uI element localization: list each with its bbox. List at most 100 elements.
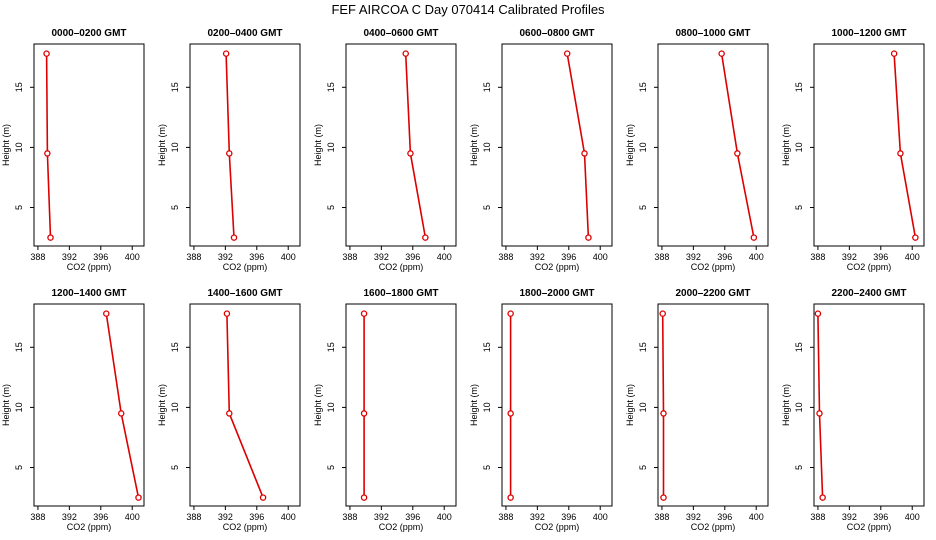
x-tick-label: 392 — [374, 512, 389, 522]
panel-title: 1800–2000 GMT — [519, 288, 594, 299]
x-tick-label: 400 — [281, 252, 296, 262]
data-point — [403, 51, 408, 56]
y-tick-label: 10 — [170, 402, 180, 412]
y-axis-label: Height (m) — [1, 124, 11, 166]
x-tick-label: 396 — [249, 512, 264, 522]
x-tick-label: 400 — [437, 252, 452, 262]
x-tick-label: 392 — [218, 252, 233, 262]
x-axis-label: CO2 (ppm) — [67, 522, 112, 532]
plot-frame — [34, 44, 144, 246]
y-tick-label: 10 — [326, 402, 336, 412]
panel-title: 0800–1000 GMT — [675, 28, 750, 39]
x-tick-label: 400 — [749, 512, 764, 522]
x-tick-label: 392 — [62, 252, 77, 262]
x-tick-label: 388 — [498, 512, 513, 522]
y-tick-label: 10 — [170, 142, 180, 152]
x-tick-label: 400 — [905, 512, 920, 522]
x-axis-label: CO2 (ppm) — [847, 262, 892, 272]
profile-panel: 1400–1600 GMT 388 392 396 400 CO2 (ppm) 5 10 15 H… — [157, 288, 300, 532]
y-tick-label: 10 — [14, 142, 24, 152]
x-axis-label: CO2 (ppm) — [379, 262, 424, 272]
profile-panel: 1000–1200 GMT 388 392 396 400 CO2 (ppm) 5 10 15 H… — [781, 28, 924, 272]
y-tick-label: 5 — [794, 205, 804, 210]
plot-frame — [346, 44, 456, 246]
profile-line — [894, 54, 915, 238]
y-axis-label: Height (m) — [781, 124, 791, 166]
data-point — [508, 411, 513, 416]
data-point — [361, 495, 366, 500]
y-axis-label: Height (m) — [781, 384, 791, 426]
data-point — [586, 235, 591, 240]
x-tick-label: 396 — [405, 252, 420, 262]
x-tick-label: 388 — [342, 512, 357, 522]
y-axis-label: Height (m) — [625, 384, 635, 426]
y-tick-label: 5 — [326, 205, 336, 210]
profile-panel: 1200–1400 GMT 388 392 396 400 CO2 (ppm) 5 10 15 H… — [1, 288, 144, 532]
y-tick-label: 15 — [14, 342, 24, 352]
y-tick-label: 10 — [794, 402, 804, 412]
data-point — [660, 311, 665, 316]
data-point — [45, 151, 50, 156]
x-axis-label: CO2 (ppm) — [535, 522, 580, 532]
data-point — [661, 495, 666, 500]
data-point — [408, 151, 413, 156]
y-tick-label: 10 — [482, 142, 492, 152]
y-tick-label: 10 — [482, 402, 492, 412]
y-tick-label: 5 — [482, 465, 492, 470]
data-point — [119, 411, 124, 416]
y-tick-label: 15 — [794, 82, 804, 92]
y-axis-label: Height (m) — [313, 124, 323, 166]
x-tick-label: 396 — [873, 512, 888, 522]
profile-line — [47, 54, 51, 238]
x-tick-label: 396 — [717, 252, 732, 262]
data-point — [735, 151, 740, 156]
y-tick-label: 10 — [326, 142, 336, 152]
y-tick-label: 10 — [638, 142, 648, 152]
plot-frame — [658, 44, 768, 246]
data-point — [565, 51, 570, 56]
data-point — [227, 411, 232, 416]
y-tick-label: 10 — [638, 402, 648, 412]
data-point — [104, 311, 109, 316]
profile-panel: 1800–2000 GMT 388 392 396 400 CO2 (ppm) 5 10 15 H… — [469, 288, 612, 532]
data-point — [508, 311, 513, 316]
data-point — [44, 51, 49, 56]
y-axis-label: Height (m) — [625, 124, 635, 166]
data-point — [719, 51, 724, 56]
y-axis-label: Height (m) — [157, 124, 167, 166]
y-tick-label: 15 — [326, 82, 336, 92]
y-tick-label: 15 — [170, 342, 180, 352]
panel-title: 0400–0600 GMT — [363, 28, 438, 39]
x-axis-label: CO2 (ppm) — [379, 522, 424, 532]
plot-frame — [190, 44, 300, 246]
y-tick-label: 15 — [794, 342, 804, 352]
plot-frame — [502, 304, 612, 506]
figure: FEF AIRCOA C Day 070414 Calibrated Profi… — [0, 0, 936, 540]
panels-group: 0000–0200 GMT 388 392 396 400 CO2 (ppm) 5 10 15 H… — [1, 28, 924, 532]
profile-panel: 2200–2400 GMT 388 392 396 400 CO2 (ppm) 5 10 15 H… — [781, 288, 924, 532]
y-tick-label: 5 — [794, 465, 804, 470]
profile-panel: 0000–0200 GMT 388 392 396 400 CO2 (ppm) 5 10 15 H… — [1, 28, 144, 272]
plot-frame — [34, 304, 144, 506]
x-tick-label: 388 — [498, 252, 513, 262]
x-tick-label: 388 — [654, 512, 669, 522]
plot-frame — [502, 44, 612, 246]
x-axis-label: CO2 (ppm) — [691, 522, 736, 532]
x-tick-label: 392 — [842, 252, 857, 262]
profile-panel: 2000–2200 GMT 388 392 396 400 CO2 (ppm) 5 10 15 H… — [625, 288, 768, 532]
x-axis-label: CO2 (ppm) — [847, 522, 892, 532]
y-tick-label: 10 — [14, 402, 24, 412]
data-point — [898, 151, 903, 156]
panel-title: 1200–1400 GMT — [51, 288, 126, 299]
data-point — [817, 411, 822, 416]
y-tick-label: 15 — [482, 342, 492, 352]
x-tick-label: 400 — [749, 252, 764, 262]
data-point — [231, 235, 236, 240]
data-point — [582, 151, 587, 156]
x-tick-label: 388 — [342, 252, 357, 262]
x-tick-label: 396 — [93, 512, 108, 522]
y-tick-label: 5 — [482, 205, 492, 210]
x-tick-label: 396 — [405, 512, 420, 522]
y-tick-label: 5 — [638, 205, 648, 210]
panel-title: 0600–0800 GMT — [519, 28, 594, 39]
